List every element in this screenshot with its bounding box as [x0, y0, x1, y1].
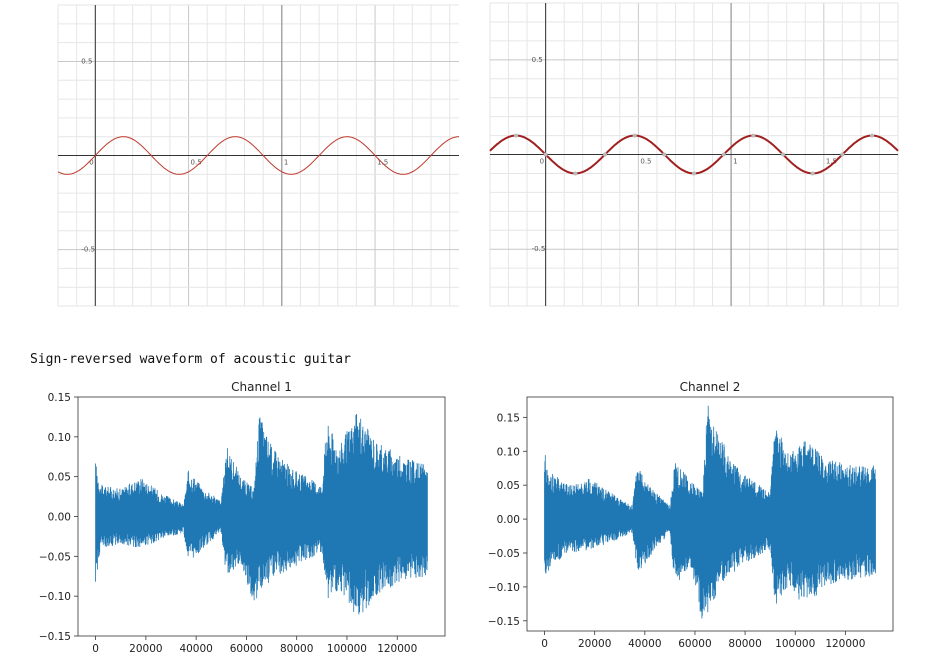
sample-point: [573, 171, 578, 176]
y-tick-label: −0.05: [39, 551, 71, 563]
y-tick-label: 0.10: [497, 446, 520, 458]
sample-point: [632, 133, 637, 138]
x-tick-label: 0.5: [640, 158, 651, 166]
x-tick-label: 80000: [728, 638, 761, 650]
sample-point: [602, 152, 607, 157]
x-tick-label: 40000: [179, 643, 212, 655]
sample-point: [662, 152, 667, 157]
x-tick-label: 0: [92, 643, 99, 655]
sample-point: [721, 152, 726, 157]
y-tick-label: 0.00: [497, 514, 520, 526]
y-tick-label: 0.15: [497, 412, 520, 424]
y-tick-label: 0.05: [497, 480, 520, 492]
y-tick-label: −0.05: [488, 548, 520, 560]
y-tick-label: 0.5: [81, 57, 92, 65]
y-tick-label: 0.10: [48, 432, 71, 444]
x-tick-label: 20000: [578, 638, 611, 650]
x-tick-label: 20000: [129, 643, 162, 655]
x-tick-label: 40000: [628, 638, 661, 650]
sample-point: [840, 152, 845, 157]
sample-point: [751, 133, 756, 138]
x-tick-label: 1: [733, 158, 737, 166]
sample-point: [692, 171, 696, 176]
x-tick-label: 80000: [280, 643, 313, 655]
y-tick-label: -0.5: [532, 245, 546, 253]
chart-title: Channel 2: [680, 380, 741, 394]
y-tick-label: −0.10: [39, 591, 71, 603]
x-tick-label: 120000: [825, 638, 865, 650]
x-tick-label: 1: [284, 159, 288, 167]
sample-point: [870, 133, 875, 138]
waveform-line: [95, 413, 428, 615]
sample-point: [513, 133, 518, 138]
sample-point: [810, 171, 815, 176]
waveform-channel-1: Channel 1 0 20000 40000 60000 80000 100000 1200…: [39, 380, 446, 655]
sine-curve: [57, 136, 459, 175]
x-tick-label: 1.5: [826, 158, 837, 166]
y-tick-label: −0.15: [488, 616, 520, 628]
plot-frame: [526, 396, 894, 632]
sample-points: [513, 133, 875, 176]
y-tick-label: 0.5: [532, 56, 543, 64]
sample-point: [781, 152, 786, 157]
sampled-sine-plot-top-right: 0 0.5 1 1.5 0.5 -0.5: [489, 2, 899, 307]
x-tick-label: 100000: [327, 643, 367, 655]
x-tick-label: 0.5: [191, 159, 202, 167]
x-tick-label: 60000: [678, 638, 711, 650]
waveform-channel-2: Channel 2 0 20000 40000 60000 80000 100000 1200…: [488, 380, 894, 650]
x-tick-label: 0: [89, 159, 93, 167]
y-tick-label: 0.15: [48, 392, 71, 404]
waveform-line: [544, 405, 876, 619]
y-tick-label: -0.5: [81, 246, 95, 254]
sample-point: [543, 152, 548, 157]
y-tick-label: −0.10: [488, 582, 520, 594]
figure-caption: Sign-reversed waveform of acoustic guita…: [30, 352, 351, 367]
sine-plot-top-left: 0 0.5 1 1.5 0.5 -0.5: [57, 4, 459, 307]
x-tick-label: 1.5: [377, 159, 388, 167]
x-tick-label: 0: [541, 638, 548, 650]
y-tick-label: 0.05: [48, 472, 71, 484]
chart-title: Channel 1: [231, 380, 292, 394]
x-tick-label: 0: [540, 158, 544, 166]
x-tick-label: 60000: [230, 643, 263, 655]
x-tick-label: 100000: [775, 638, 815, 650]
x-tick-label: 120000: [377, 643, 417, 655]
y-tick-label: −0.15: [39, 631, 71, 643]
y-tick-label: 0.00: [48, 512, 71, 524]
